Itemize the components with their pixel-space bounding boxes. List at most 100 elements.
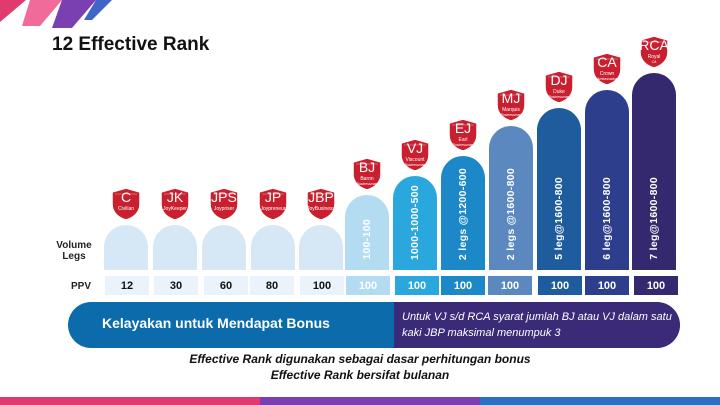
footer-line-1: Effective Rank digunakan sebagai dasar p… — [189, 352, 531, 366]
shield-icon — [400, 138, 430, 172]
rank-name: Joypreneur — [260, 206, 286, 212]
rank-abbr: JK — [166, 189, 184, 205]
rank-column-jbp: JBP JoyBusiness — [299, 0, 343, 300]
shield-icon — [592, 52, 622, 86]
rank-subtitle: Ambassador — [597, 77, 617, 81]
rank-badge-jbp: JBP JoyBusiness — [304, 187, 338, 221]
rank-badge-vj: VJ Viscount Businessman — [398, 138, 432, 172]
rank-badge-ej: EJ Earl Businessman — [446, 118, 480, 152]
shield-icon — [258, 187, 288, 221]
rank-column-jk: JK JoyKeeper — [153, 0, 197, 300]
rank-requirement: 2 legs @1600-800 — [505, 167, 517, 260]
eligibility-bar: Kelayakan untuk Mendapat Bonus Untuk VJ … — [68, 302, 680, 348]
rank-name: Joypriser — [213, 206, 235, 212]
rank-abbr: BJ — [358, 159, 376, 175]
rank-column-jp: JP Joypreneur — [251, 0, 295, 300]
rank-subtitle: Businessman — [548, 95, 570, 99]
rank-abbr: DJ — [550, 72, 568, 88]
rank-subtitle: Businessman — [356, 182, 378, 186]
corner-decoration — [0, 0, 112, 28]
rank-name: Baron — [360, 176, 374, 182]
shield-icon — [306, 187, 336, 221]
rank-requirement: 7 leg@1600-800 — [648, 177, 660, 260]
eligibility-note: Untuk VJ s/d RCA syarat jumlah BJ atau V… — [402, 311, 672, 339]
rank-bar: 6 leg@1600-800 — [585, 90, 629, 270]
volume-legs-label: Volume Legs — [46, 240, 102, 262]
rank-column-rca: 7 leg@1600-800 RCA Royal CA — [632, 0, 676, 300]
rank-subtitle: Businessman — [452, 143, 474, 147]
rank-requirement: 5 leg@1600-800 — [553, 177, 565, 260]
ppv-value: 60 — [204, 276, 248, 295]
rank-name: Marquis — [502, 107, 520, 113]
rank-abbr: MJ — [501, 90, 521, 106]
shield-icon — [111, 187, 141, 221]
rank-bar — [153, 225, 197, 270]
rank-requirement: 6 leg@1600-800 — [601, 177, 613, 260]
rank-name: Viscount — [405, 157, 425, 163]
shield-icon — [639, 35, 669, 69]
ppv-value: 100 — [395, 276, 439, 295]
rank-bar — [104, 225, 148, 270]
rank-column-vj: 1000-1000-500 VJ Viscount Businessman — [393, 0, 437, 300]
rank-badge-jk: JK JoyKeeper — [158, 187, 192, 221]
ppv-value: 100 — [634, 276, 678, 295]
rank-name: Royal — [647, 54, 661, 60]
shield-icon — [544, 70, 574, 104]
rank-name: JoyBusiness — [306, 206, 336, 212]
rank-column-ej: 2 legs @1200-600 EJ Earl Businessman — [441, 0, 485, 300]
shield-icon — [352, 157, 382, 191]
rank-badge-bj: BJ Baron Businessman — [350, 157, 384, 191]
rank-name: JoyKeeper — [163, 206, 187, 212]
rank-subtitle: CA — [651, 60, 657, 64]
ppv-value: 100 — [585, 276, 629, 295]
rank-requirement: 100-100 — [361, 219, 373, 260]
shield-icon — [448, 118, 478, 152]
rank-name: Earl — [458, 137, 468, 143]
rank-abbr: VJ — [406, 140, 424, 156]
page-title: 12 Effective Rank — [52, 34, 210, 55]
ppv-value: 100 — [538, 276, 582, 295]
shield-icon — [496, 88, 526, 122]
eligibility-note-panel — [394, 302, 680, 348]
rank-bar: 7 leg@1600-800 — [632, 73, 676, 270]
ppv-value: 100 — [441, 276, 485, 295]
eligibility-label: Kelayakan untuk Mendapat Bonus — [102, 315, 330, 331]
ppv-label: PPV — [70, 281, 91, 292]
rank-bar: 1000-1000-500 — [393, 176, 437, 270]
rank-subtitle: Businessman — [500, 113, 522, 117]
legs-label: Legs — [62, 251, 86, 262]
ppv-value: 30 — [154, 276, 198, 295]
ppv-value: 100 — [300, 276, 344, 295]
rank-name: Civilian — [117, 206, 135, 212]
rank-bar — [202, 225, 246, 270]
rank-badge-mj: MJ Marquis Businessman — [494, 88, 528, 122]
rank-column-bj: 100-100 BJ Baron Businessman — [345, 0, 389, 300]
rank-bar — [251, 225, 295, 270]
rank-bar — [299, 225, 343, 270]
rank-name: Crown — [599, 71, 615, 77]
rank-abbr: RCA — [639, 37, 669, 53]
rank-badge-jp: JP Joypreneur — [256, 187, 290, 221]
rank-column-jps: JPS Joypriser — [202, 0, 246, 300]
rank-column-ca: 6 leg@1600-800 CA Crown Ambassador — [585, 0, 629, 300]
rank-bar: 2 legs @1200-600 — [441, 156, 485, 270]
rank-abbr: JPS — [211, 189, 237, 205]
rank-column-dj: 5 leg@1600-800 DJ Duke Businessman — [537, 0, 581, 300]
ppv-value: 12 — [105, 276, 149, 295]
rank-abbr: JP — [264, 189, 282, 205]
rank-bar: 100-100 — [345, 195, 389, 270]
rank-abbr: C — [120, 189, 132, 205]
rank-subtitle: Businessman — [404, 163, 426, 167]
rank-bar: 2 legs @1600-800 — [489, 126, 533, 270]
rank-column-mj: 2 legs @1600-800 MJ Marquis Businessman — [489, 0, 533, 300]
rank-badge-dj: DJ Duke Businessman — [542, 70, 576, 104]
bottom-decoration — [0, 397, 720, 405]
rank-requirement: 2 legs @1200-600 — [457, 167, 469, 260]
ppv-value: 80 — [250, 276, 294, 295]
rank-badge-jps: JPS Joypriser — [207, 187, 241, 221]
rank-badge-rca: RCA Royal CA — [637, 35, 671, 69]
ppv-value: 100 — [488, 276, 532, 295]
shield-icon — [160, 187, 190, 221]
rank-abbr: JBP — [308, 189, 334, 205]
volume-label: Volume — [56, 240, 92, 251]
